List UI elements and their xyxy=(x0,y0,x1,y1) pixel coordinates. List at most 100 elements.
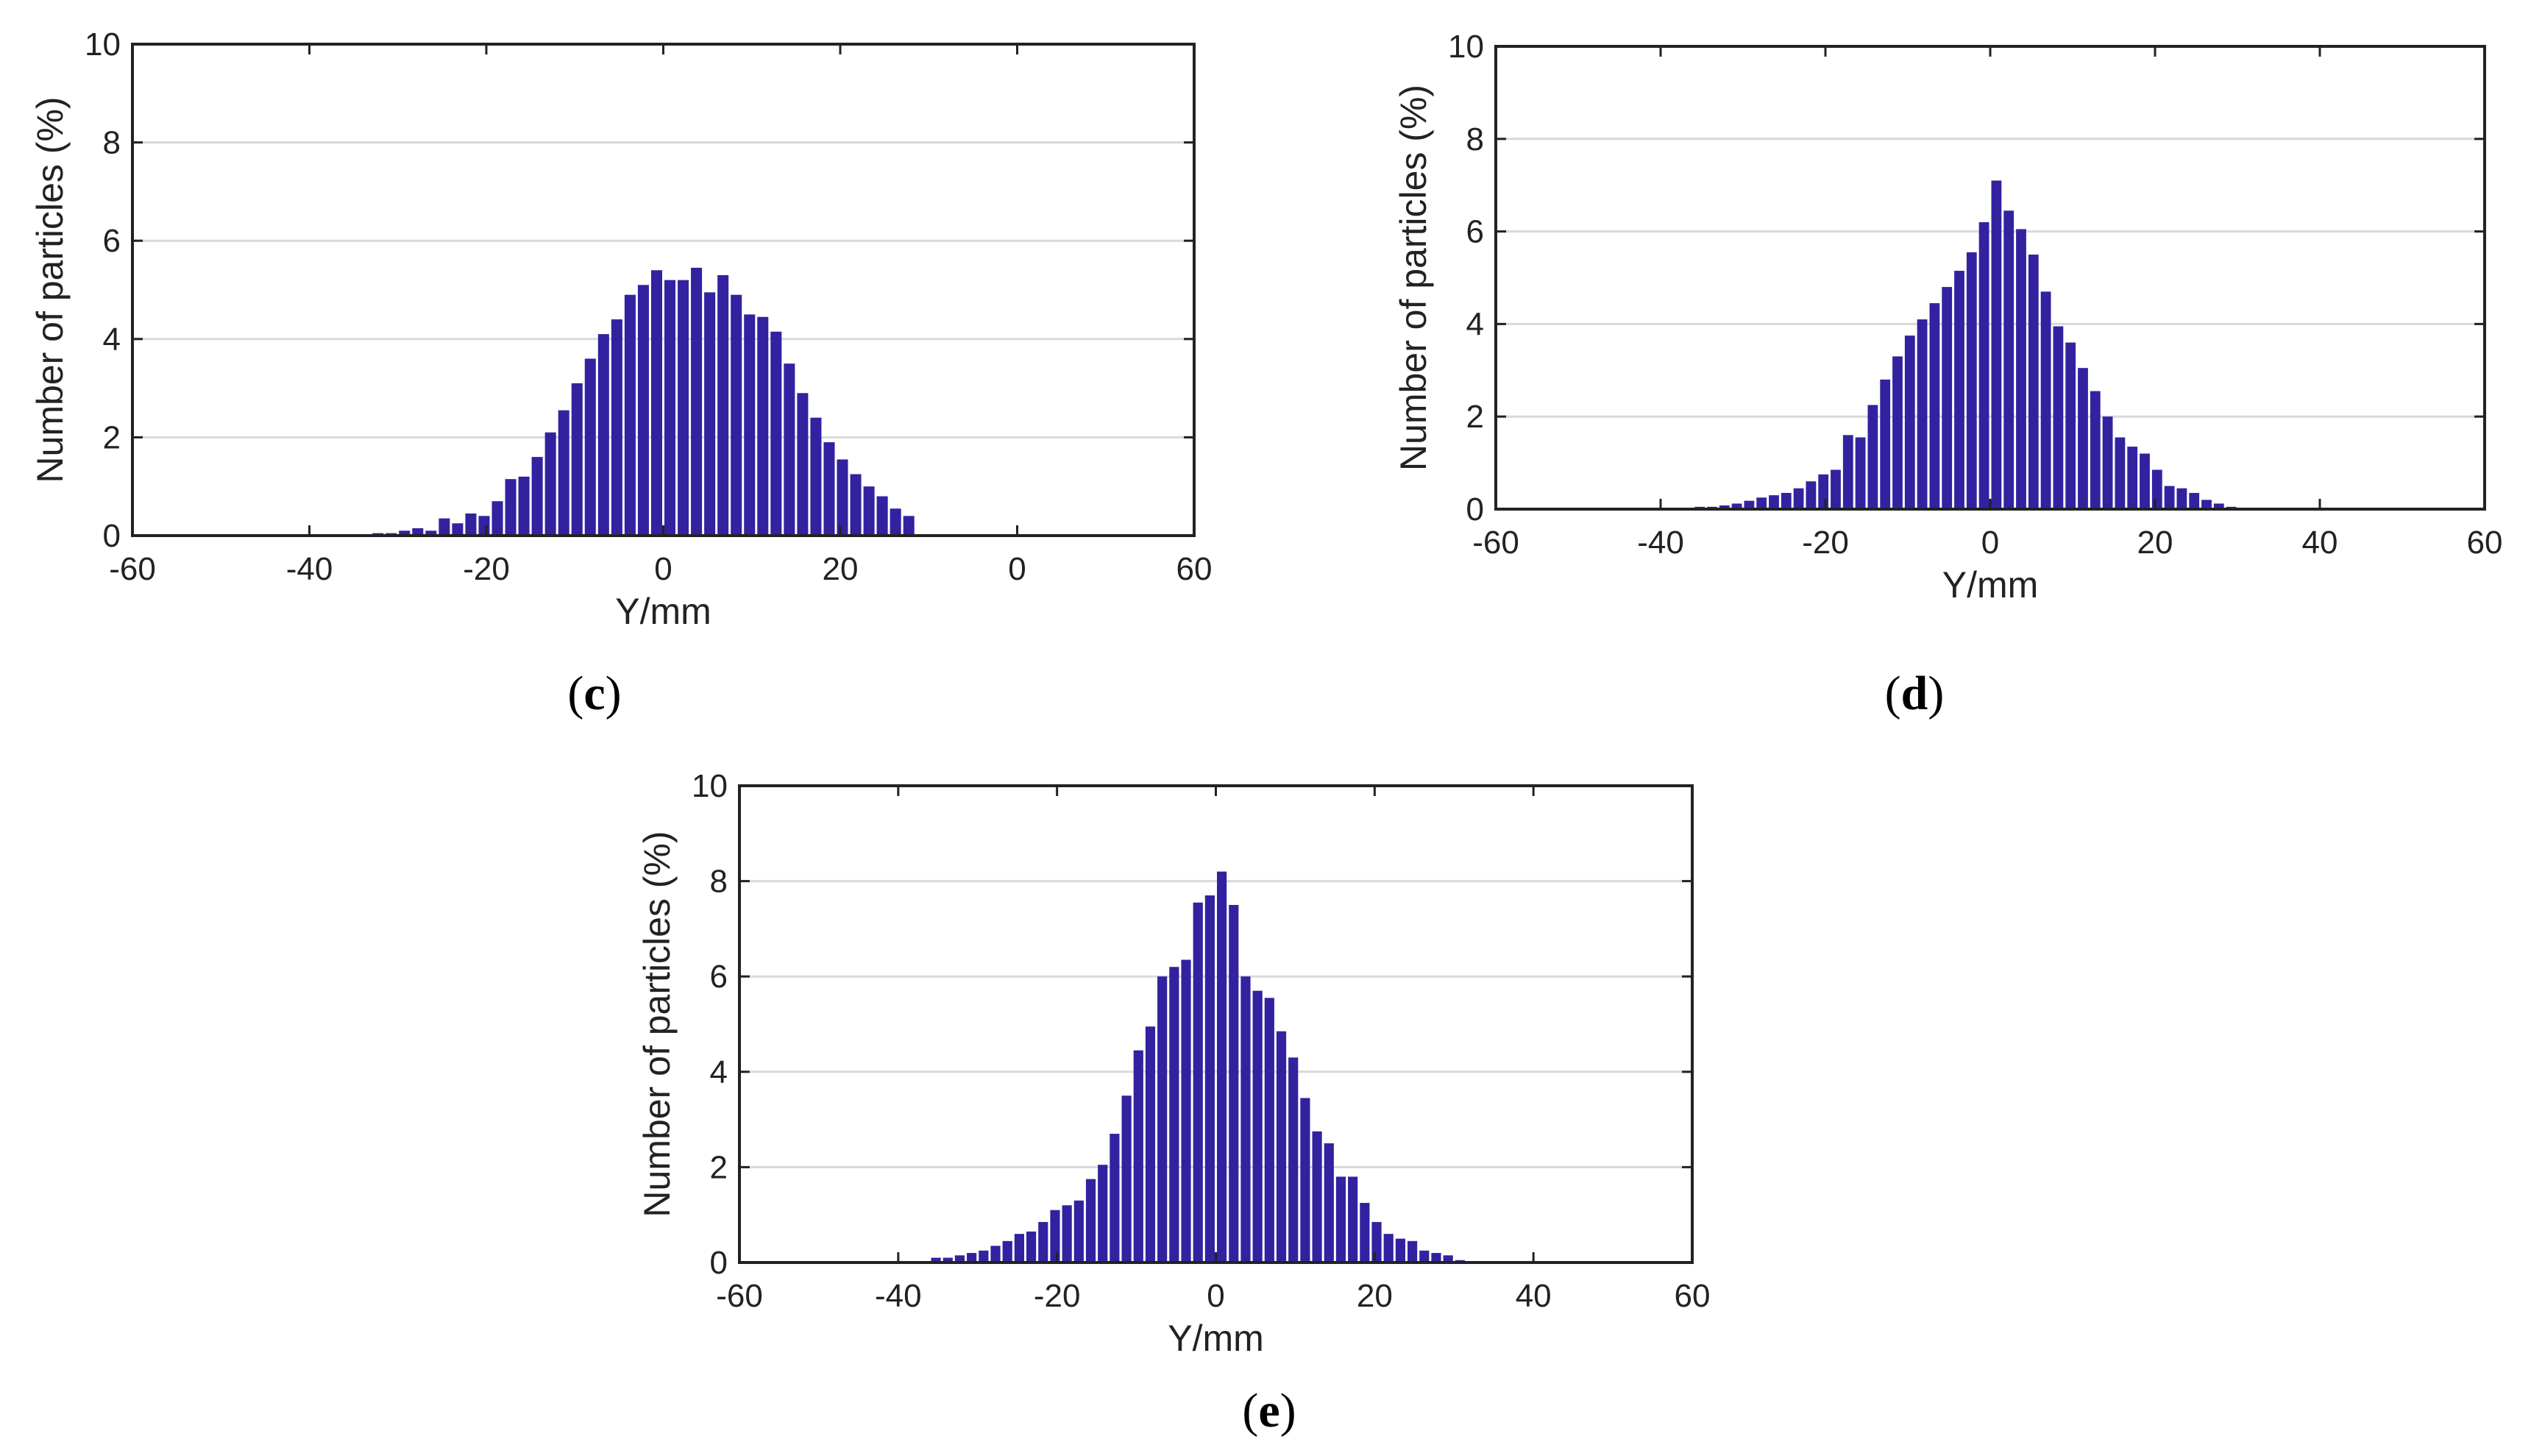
plot-frame xyxy=(1494,45,2486,511)
x-tick-label: -40 xyxy=(286,551,333,587)
bar xyxy=(1383,1234,1394,1263)
chart-panel-c: 0 2 4 6 8 10 -60 -40 -20 0 20 0 60 Y/mm Number of part… xyxy=(0,0,1266,662)
bar xyxy=(2164,486,2175,509)
bar xyxy=(465,513,477,536)
bar xyxy=(1193,902,1203,1263)
bar xyxy=(1133,1050,1143,1263)
y-tick-label: 6 xyxy=(710,959,728,995)
bar xyxy=(2016,229,2026,509)
bar xyxy=(1157,976,1168,1263)
bar xyxy=(1371,1221,1382,1263)
x-tick-label: -20 xyxy=(463,551,510,587)
y-tick-label: 6 xyxy=(103,223,121,259)
bar xyxy=(1014,1234,1024,1263)
chart-d: 0 2 4 6 8 10 -60 -40 -20 0 20 40 60 Y/mm Number of par… xyxy=(1393,29,2503,606)
x-tick-label: 60 xyxy=(1675,1278,1711,1314)
bar xyxy=(1818,474,1829,509)
bar xyxy=(558,410,569,536)
bar xyxy=(2028,255,2039,509)
bar xyxy=(1181,959,1191,1263)
bar xyxy=(2127,447,2138,509)
x-tick-label: -60 xyxy=(1472,525,1519,561)
bar xyxy=(1419,1250,1430,1263)
bar xyxy=(664,280,676,536)
bar xyxy=(967,1253,977,1263)
bar xyxy=(1781,492,1792,509)
panel-label-c: (c) xyxy=(567,667,622,720)
x-tick-label: 0 xyxy=(1207,1278,1224,1314)
chart-panel-d: 0 2 4 6 8 10 -60 -40 -20 0 20 40 60 Y/mm Number of par… xyxy=(1361,0,2531,647)
x-tick-label: 0 xyxy=(1981,525,1999,561)
x-tick-label: 60 xyxy=(2467,525,2503,561)
bar xyxy=(544,432,556,536)
bar xyxy=(1062,1205,1072,1263)
bar xyxy=(597,334,609,536)
bar xyxy=(505,479,517,536)
bar xyxy=(1793,488,1804,509)
bar xyxy=(1276,1031,1287,1263)
y-tick-label: 4 xyxy=(710,1054,728,1090)
bar xyxy=(491,501,503,536)
x-tick-label: -40 xyxy=(875,1278,922,1314)
bar xyxy=(1360,1203,1370,1263)
plot-frame xyxy=(738,784,1694,1264)
bar xyxy=(1892,356,1903,509)
bar xyxy=(624,294,636,536)
bar xyxy=(1169,967,1179,1263)
panel-label-e: (e) xyxy=(1242,1384,1296,1438)
bar xyxy=(1978,222,1989,509)
bar xyxy=(979,1250,989,1263)
y-tick-label: 8 xyxy=(710,864,728,900)
x-tick-label: 0 xyxy=(654,551,672,587)
bar xyxy=(1408,1240,1418,1263)
bar xyxy=(1917,319,1928,509)
bar xyxy=(1038,1221,1048,1263)
bar xyxy=(954,1255,965,1263)
bar xyxy=(425,530,437,536)
bar xyxy=(850,474,862,536)
x-tick-label: -20 xyxy=(1802,525,1849,561)
x-tick-label: -40 xyxy=(1637,525,1684,561)
bar xyxy=(1288,1057,1299,1263)
x-tick-label: 40 xyxy=(1516,1278,1552,1314)
bar xyxy=(863,486,875,536)
bar xyxy=(650,270,662,536)
bar xyxy=(990,1246,1001,1263)
x-tick-label: -60 xyxy=(109,551,156,587)
bar xyxy=(784,363,795,536)
y-tick-label: 6 xyxy=(1466,214,1484,250)
y-tick-label: 2 xyxy=(103,419,121,455)
x-tick-label: -20 xyxy=(1034,1278,1081,1314)
bar xyxy=(823,442,835,536)
x-tick-label: 40 xyxy=(2302,525,2338,561)
bar xyxy=(837,459,848,536)
bar xyxy=(2065,342,2076,509)
bar xyxy=(2090,391,2101,509)
x-tick-label: 20 xyxy=(1357,1278,1393,1314)
bar xyxy=(1098,1165,1108,1263)
bar xyxy=(571,383,583,536)
bar xyxy=(412,528,424,536)
bar xyxy=(2176,488,2187,509)
bar xyxy=(704,292,716,536)
bar xyxy=(943,1257,953,1263)
bar xyxy=(2140,453,2150,509)
plot-frame xyxy=(131,43,1196,537)
chart-e: 0 2 4 6 8 10 -60 -40 -20 0 20 40 60 Y/mm Number of par… xyxy=(636,768,1711,1359)
bar xyxy=(2003,210,2014,509)
bar xyxy=(731,294,742,536)
bar xyxy=(518,476,530,536)
x-tick-label: 0 xyxy=(1008,551,1026,587)
bar xyxy=(1731,503,1742,509)
bar xyxy=(2213,503,2224,509)
bar xyxy=(1842,435,1853,509)
bar xyxy=(1073,1200,1084,1263)
bar xyxy=(1026,1231,1037,1263)
y-tick-label: 10 xyxy=(1448,29,1484,65)
bar xyxy=(1991,180,2002,509)
bar xyxy=(1110,1134,1120,1263)
bar xyxy=(876,496,888,536)
bar xyxy=(931,1257,941,1263)
chart-panel-e: 0 2 4 6 8 10 -60 -40 -20 0 20 40 60 Y/mm Number of par… xyxy=(633,743,1825,1376)
bar xyxy=(439,518,450,536)
